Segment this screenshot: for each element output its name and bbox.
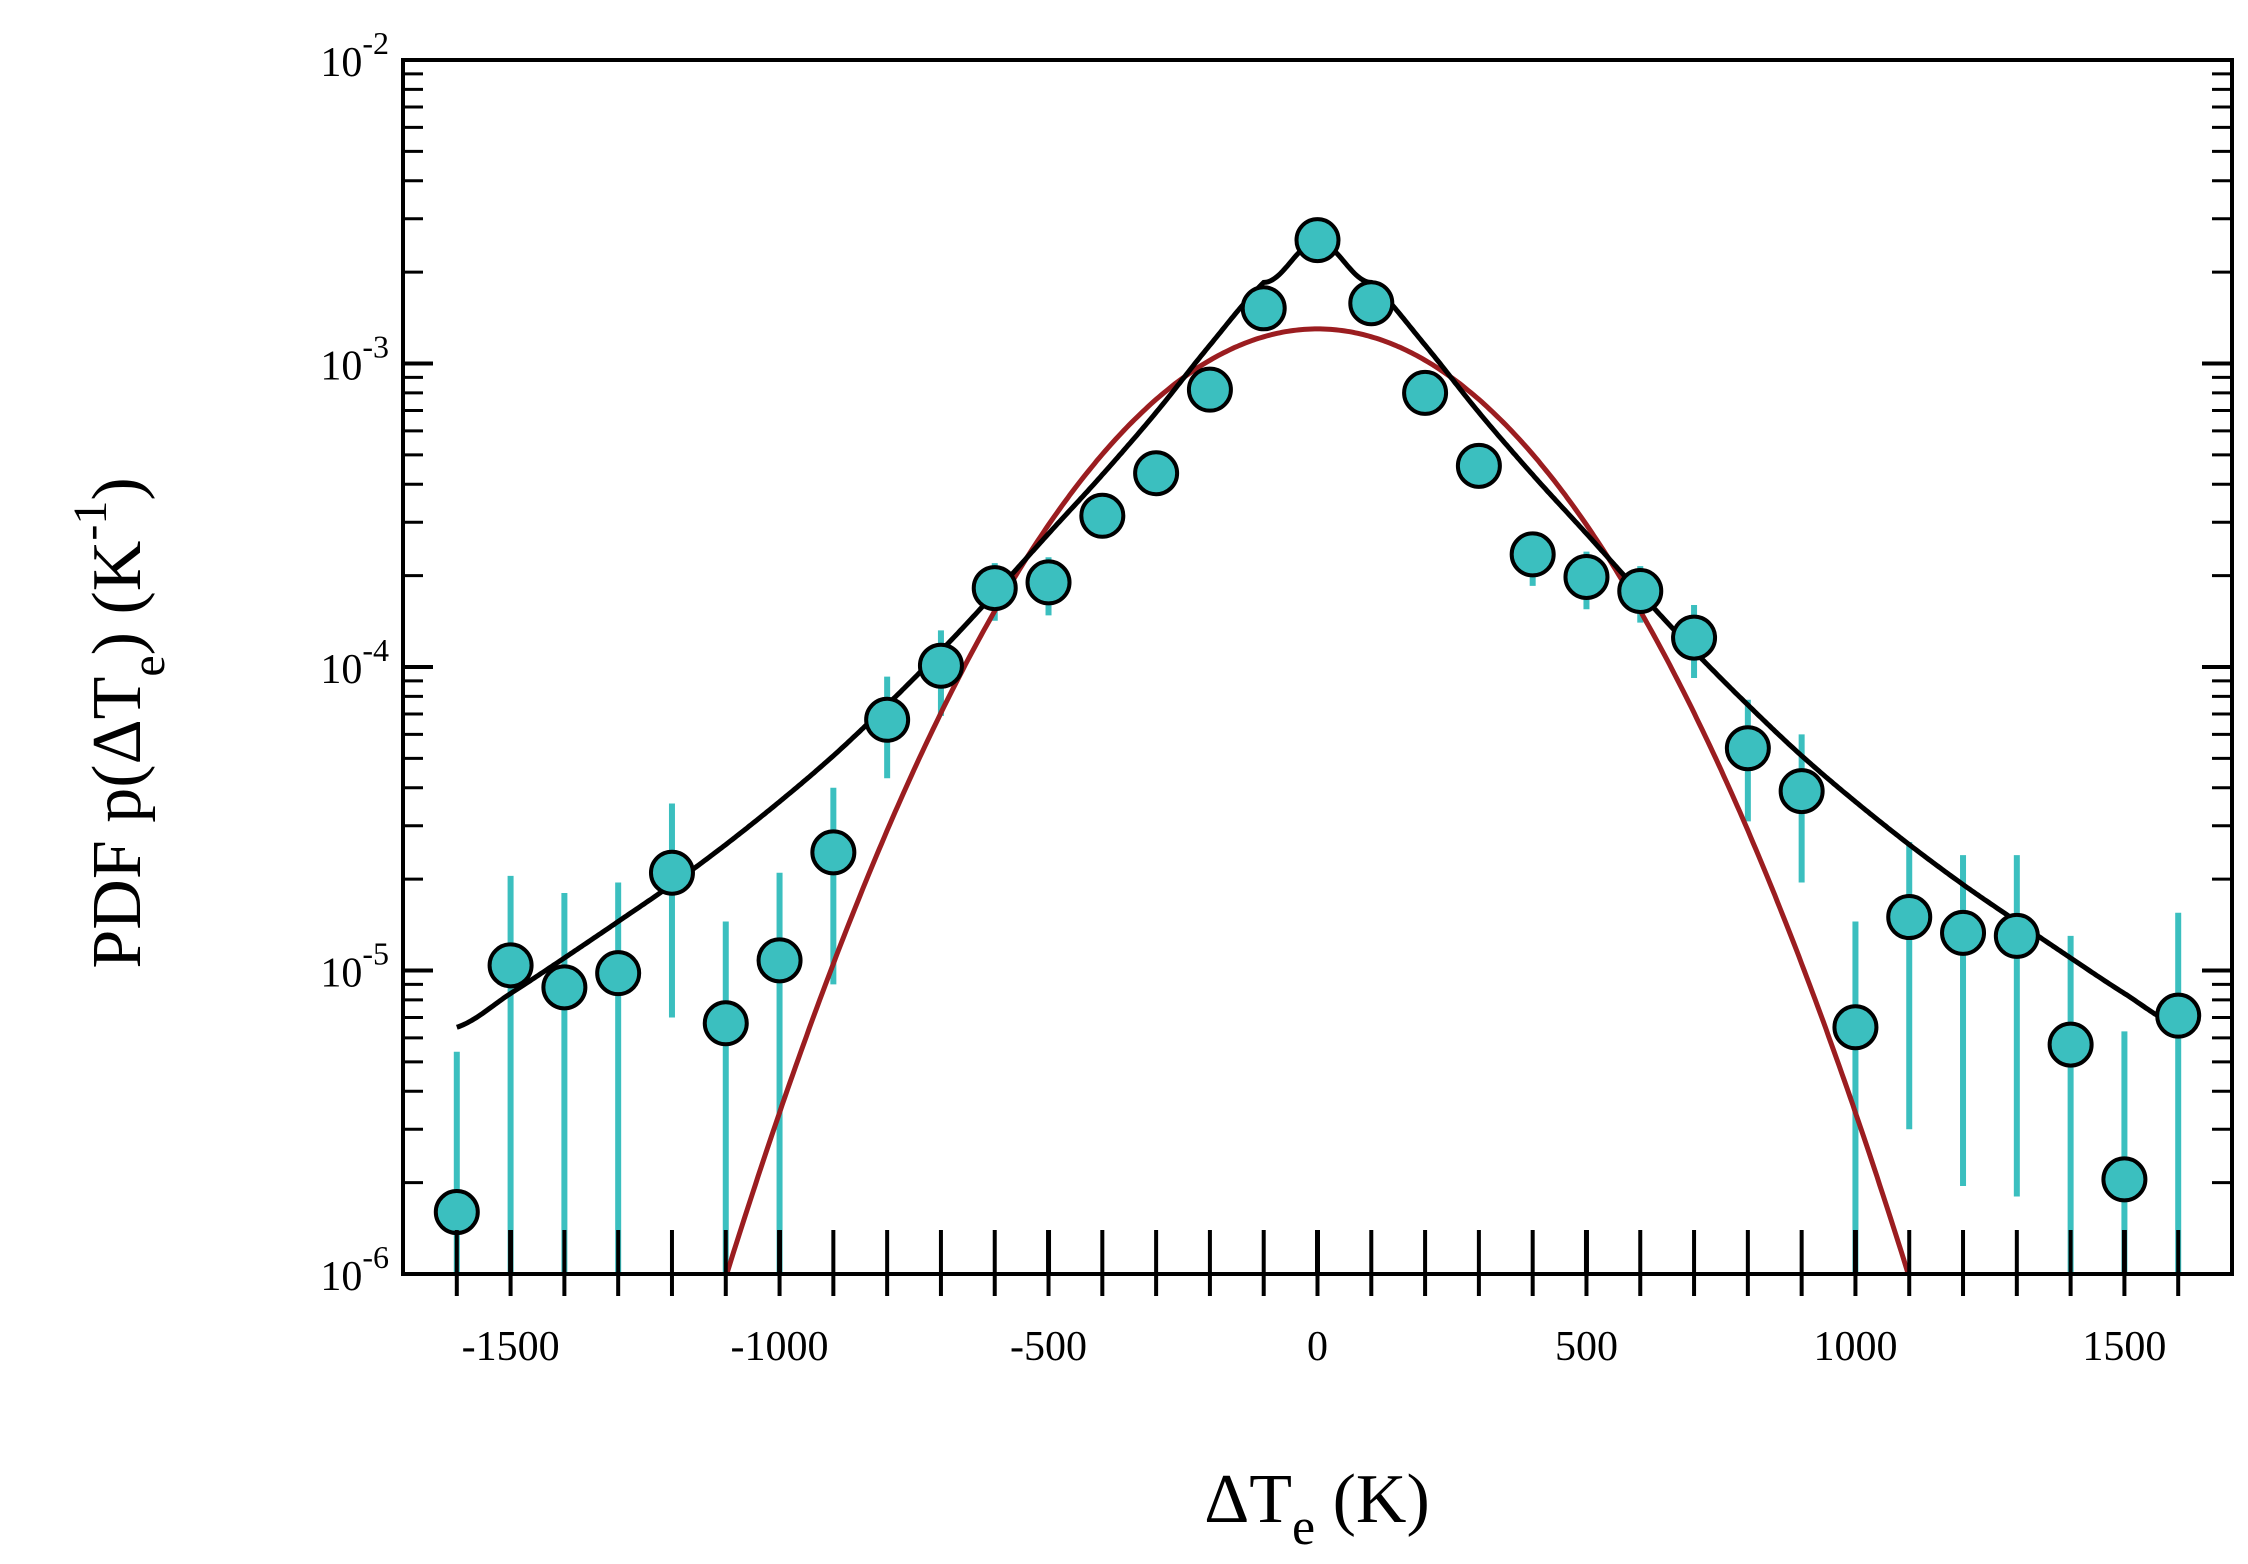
- data-point: [810, 829, 857, 876]
- data-point: [917, 642, 964, 689]
- axes: -1500 -1000 -500 0 500 1000 1500 10-6 10-5 10-4 10…: [320, 25, 2234, 1370]
- data-point: [1778, 768, 1825, 815]
- data-point: [1993, 912, 2040, 959]
- x-tick-label: 0: [1307, 1324, 1328, 1370]
- data-point: [756, 937, 803, 984]
- data-point: [1724, 725, 1771, 772]
- data-point: [1617, 567, 1664, 614]
- y-tick-label: 10-3: [320, 329, 389, 390]
- x-tick-label: -500: [1010, 1324, 1087, 1370]
- data-point: [648, 849, 695, 896]
- data-point: [1079, 492, 1126, 539]
- plot-area: [433, 217, 2202, 1274]
- x-tick-label: -1000: [731, 1324, 829, 1370]
- data-point: [1455, 442, 1502, 489]
- y-tick-label: 10-6: [320, 1239, 389, 1300]
- x-tick-label: -1500: [462, 1324, 560, 1370]
- data-point: [1940, 909, 1987, 956]
- data-point: [2101, 1156, 2148, 1203]
- y-tick-label: 10-2: [320, 25, 389, 86]
- data-point: [2047, 1021, 2094, 1068]
- data-point: [1671, 614, 1718, 661]
- data-point: [1133, 450, 1180, 497]
- x-tick-label: 500: [1555, 1324, 1618, 1370]
- data-point: [487, 942, 534, 989]
- y-tick-label: 10-5: [320, 936, 389, 997]
- data-point: [1832, 1004, 1879, 1051]
- data-point: [433, 1189, 480, 1236]
- data-point: [1563, 553, 1610, 600]
- data-point: [541, 964, 588, 1011]
- data-point: [1348, 280, 1395, 327]
- data-point: [2155, 992, 2202, 1039]
- y-axis-title: PDF p(ΔTe) (K-1): [64, 477, 175, 968]
- data-point: [864, 696, 911, 743]
- data-point: [1025, 559, 1072, 606]
- x-tick-label: 1000: [1813, 1324, 1897, 1370]
- data-point: [1294, 217, 1341, 264]
- data-point: [1186, 366, 1233, 413]
- gaussian-fit-curve: [724, 326, 1911, 1274]
- data-point: [1240, 285, 1287, 332]
- data-point: [1886, 894, 1933, 941]
- x-axis-title: ΔTe (K): [1204, 1461, 1430, 1556]
- data-point: [1509, 531, 1556, 578]
- x-tick-label: 1500: [2082, 1324, 2166, 1370]
- data-point: [971, 565, 1018, 612]
- y-tick-label: 10-4: [320, 632, 389, 693]
- data-point: [1402, 369, 1449, 416]
- data-point: [702, 1000, 749, 1047]
- data-point: [595, 950, 642, 997]
